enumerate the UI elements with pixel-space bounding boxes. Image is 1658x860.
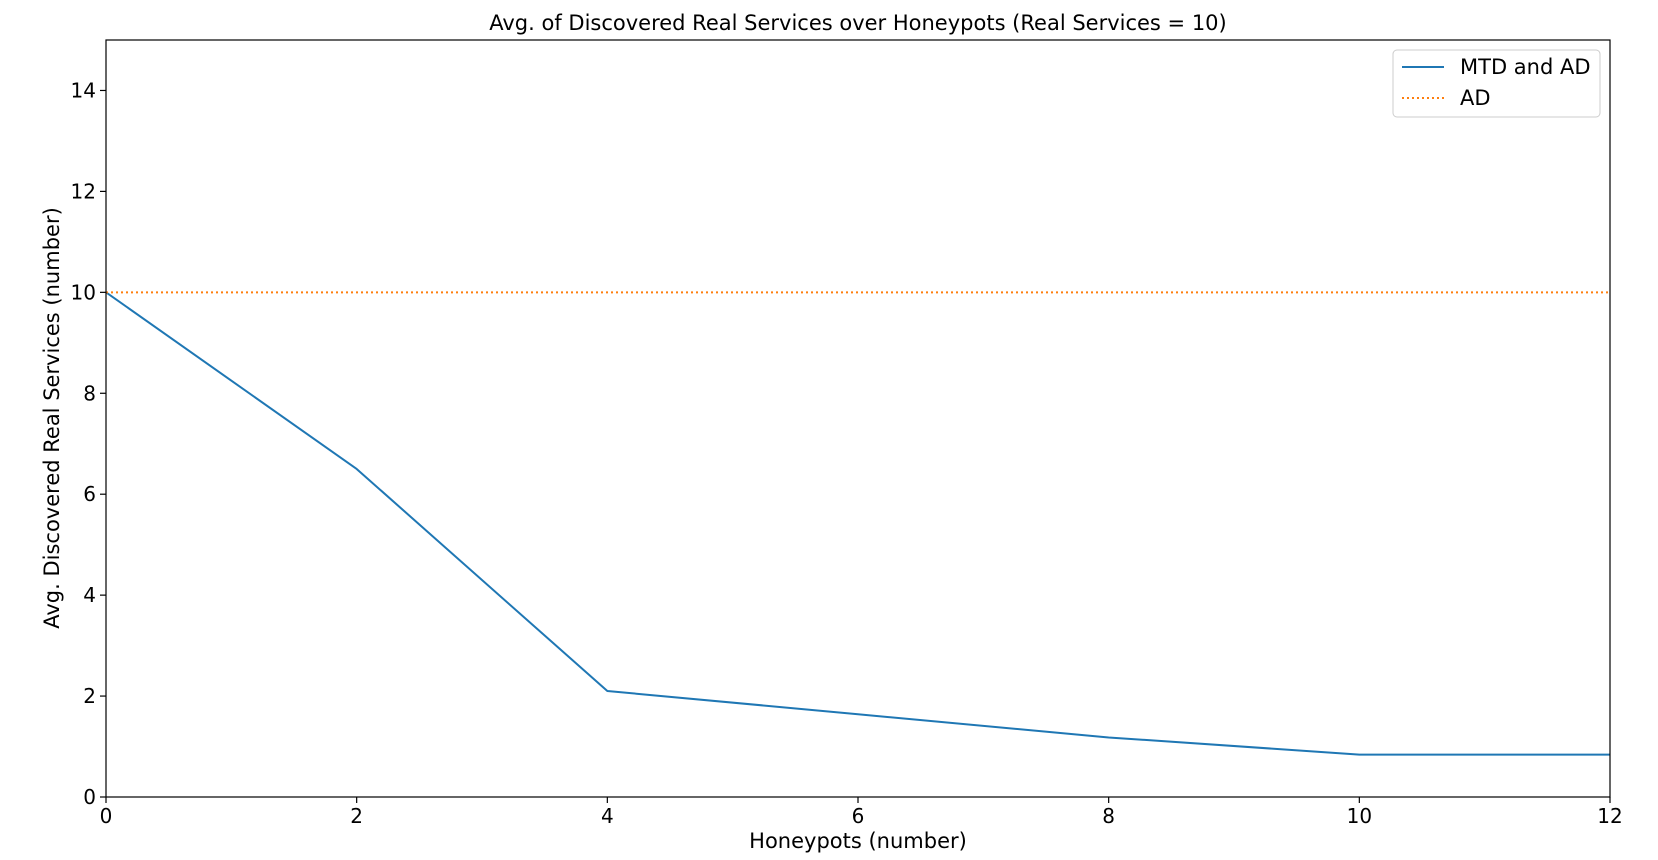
x-tick-label: 10 [1347,804,1372,828]
x-tick-label: 0 [100,804,113,828]
y-tick-label: 2 [83,684,96,708]
y-tick-label: 0 [83,785,96,809]
x-tick-label: 12 [1597,804,1622,828]
series-layer [105,291,1610,756]
y-tick-label: 6 [83,482,96,506]
y-tick-label: 8 [83,381,96,405]
plot-frame [105,39,1611,798]
y-tick-label: 4 [83,583,96,607]
legend: MTD and AD AD [1392,49,1601,118]
x-axis-label: Honeypots (number) [749,829,967,853]
legend-box [1392,49,1601,118]
y-axis-ticks: 0 2 4 6 8 10 12 14 [71,78,106,809]
x-tick-label: 4 [601,804,614,828]
x-tick-label: 6 [852,804,865,828]
legend-label-ad: AD [1460,86,1491,110]
chart-title: Avg. of Discovered Real Services over Ho… [489,11,1227,35]
y-tick-label: 12 [71,179,96,203]
y-tick-label: 10 [71,280,96,304]
legend-label-mtd-and-ad: MTD and AD [1460,55,1591,79]
x-tick-label: 8 [1102,804,1115,828]
plot-area [105,39,1611,798]
series-line-mtd-and-ad [105,291,1610,756]
y-tick-label: 14 [71,78,96,102]
x-axis-ticks: 0 2 4 6 8 10 12 [100,797,1623,828]
y-axis-label: Avg. Discovered Real Services (number) [40,207,64,629]
x-tick-label: 2 [350,804,363,828]
